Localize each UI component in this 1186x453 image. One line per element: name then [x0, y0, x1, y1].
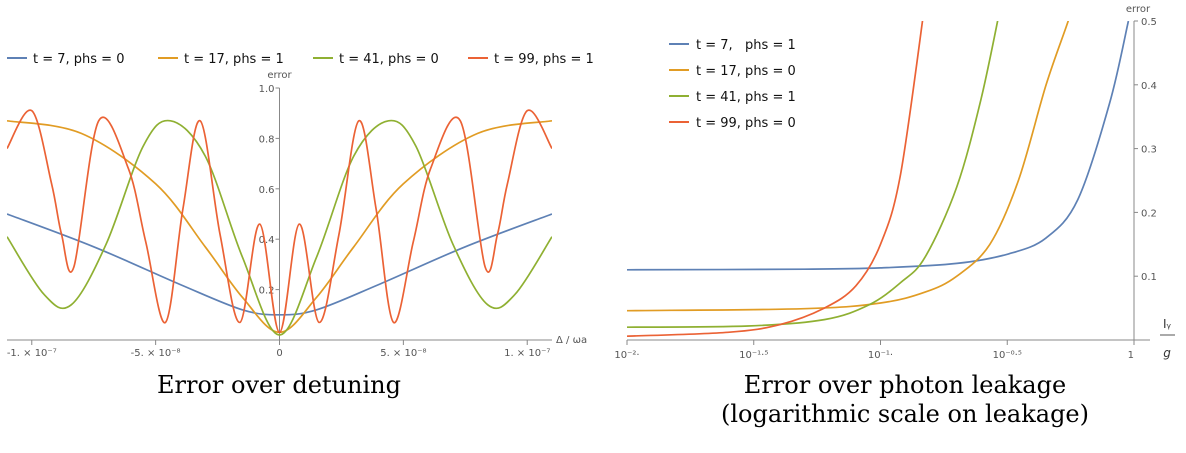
x-tick-label: 10⁻⁰·⁵ — [993, 350, 1022, 361]
y-tick-label: 0.8 — [259, 134, 275, 145]
series-line — [627, 21, 1130, 271]
series-line — [7, 119, 552, 336]
legend-label: t = 7, phs = 0 — [33, 52, 124, 67]
x-tick-label: 10⁻²· — [614, 350, 639, 361]
y-axis-label: error — [1126, 4, 1151, 15]
x-tick-label: 1. × 10⁻⁷ — [504, 348, 550, 359]
y-axis-label: error — [267, 70, 292, 81]
series-line — [7, 109, 552, 334]
x-axis-label-bottom: g — [1163, 346, 1171, 360]
legend-label: t = 17, phs = 1 — [184, 52, 284, 67]
legend-label: t = 41, phs = 0 — [339, 52, 439, 67]
x-tick-label: -5. × 10⁻⁸ — [131, 348, 181, 359]
chart-detuning: -1. × 10⁻⁷ -5. × 10⁻⁸ 0 5. × 10⁻⁸ 1. × 10⁻⁷ 0… — [7, 52, 594, 399]
x-axis-label: Δ / ωa — [556, 335, 587, 346]
y-tick-label: 0.3 — [1141, 145, 1157, 156]
chart-photon-leakage: 10⁻²· 10⁻¹·⁵ 10⁻¹· 10⁻⁰·⁵ 1 0.1 0.2 0.3 0.4 0.5 er… — [614, 4, 1175, 428]
x-tick-label: 10⁻¹·⁵ — [739, 350, 768, 361]
legend-label: t = 99, phs = 0 — [696, 116, 796, 131]
y-tick-label: 0.2 — [1141, 208, 1157, 219]
chart-caption-line: (logarithmic scale on leakage) — [721, 400, 1089, 428]
x-tick-label: 1 — [1128, 350, 1134, 361]
x-tick-label: 5. × 10⁻⁸ — [380, 348, 426, 359]
x-axis-label-top: Iᵧ — [1163, 317, 1172, 331]
x-tick-label: 10⁻¹· — [868, 350, 893, 361]
series-line — [627, 21, 1070, 312]
chart-caption-line: Error over photon leakage — [744, 371, 1066, 399]
y-tick-label: 0.1 — [1141, 272, 1157, 283]
x-tick-label: 0 — [276, 348, 282, 359]
y-tick-label: 0.5 — [1141, 17, 1157, 28]
y-tick-label: 0.6 — [259, 185, 275, 196]
x-tick-label: -1. × 10⁻⁷ — [7, 348, 57, 359]
y-tick-label: 0.4 — [259, 235, 275, 246]
legend-label: t = 7, phs = 1 — [696, 38, 796, 53]
legend-label: t = 99, phs = 1 — [494, 52, 594, 67]
legend-label: t = 17, phs = 0 — [696, 64, 796, 79]
legend-label: t = 41, phs = 1 — [696, 90, 796, 105]
y-tick-label: 1.0 — [259, 84, 275, 95]
y-tick-label: 0.2 — [259, 286, 275, 297]
y-tick-label: 0.4 — [1141, 81, 1157, 92]
series-line — [627, 21, 924, 338]
chart-caption: Error over detuning — [157, 371, 401, 399]
series-line — [627, 21, 999, 329]
series-line — [7, 213, 552, 316]
